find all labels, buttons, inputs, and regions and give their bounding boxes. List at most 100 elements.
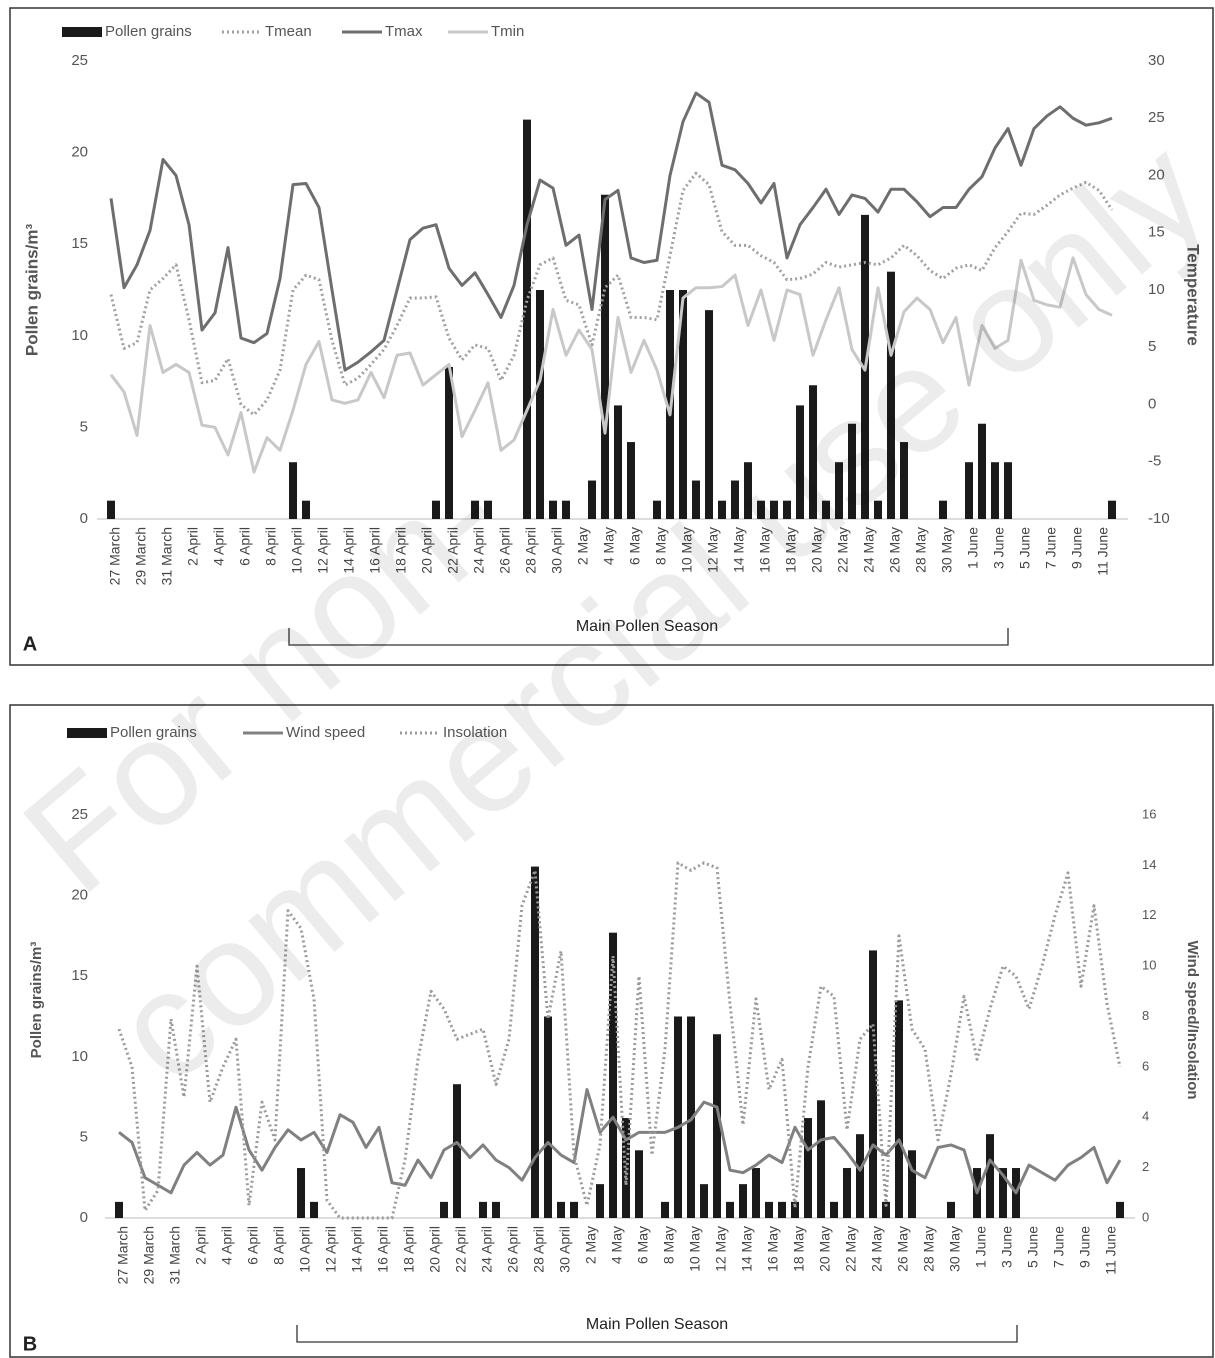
x-tick-label: 22 April <box>453 1226 469 1273</box>
x-tick-label: 2 May <box>575 527 591 565</box>
y-tick-label: 15 <box>71 235 88 252</box>
bar <box>869 950 877 1218</box>
y-tick-label: 20 <box>71 887 88 904</box>
x-tick-label: 22 April <box>445 527 461 574</box>
bar <box>653 500 661 519</box>
legend-label: Insolation <box>443 724 507 741</box>
y-tick-label: 5 <box>80 1128 88 1145</box>
annotation: Main Pollen Season <box>576 618 718 635</box>
x-tick-label: 28 May <box>921 1226 937 1272</box>
x-tick-label: 8 April <box>263 527 279 566</box>
season-bracket <box>296 1325 1018 1343</box>
x-tick-label: 22 May <box>835 527 851 573</box>
x-tick-label: 26 May <box>887 527 903 573</box>
bar <box>817 1100 825 1218</box>
bar <box>115 1201 123 1218</box>
line-series <box>109 171 1114 417</box>
x-tick-label: 12 May <box>705 527 721 573</box>
x-tick-label: 3 June <box>999 1226 1015 1268</box>
annotation: Main Pollen Season <box>586 1316 728 1333</box>
x-tick-label: 31 March <box>159 527 175 585</box>
bar <box>302 500 310 519</box>
bar <box>661 1201 669 1218</box>
x-tick-label: 2 April <box>185 527 201 566</box>
bar <box>570 1201 578 1218</box>
x-tick-label: 28 April <box>523 527 539 574</box>
bar <box>692 480 700 519</box>
bar <box>453 1084 461 1218</box>
bar <box>856 1134 864 1218</box>
x-tick-label: 12 May <box>713 1226 729 1272</box>
bar <box>432 500 440 519</box>
x-tick-label: 7 June <box>1051 1226 1067 1268</box>
bar <box>718 500 726 519</box>
bar <box>796 405 804 519</box>
x-tick-label: 14 April <box>341 527 357 574</box>
bar <box>726 1201 734 1218</box>
bar <box>887 271 895 519</box>
bar <box>739 1184 747 1218</box>
x-tick-label: 30 April <box>557 1226 573 1273</box>
bar <box>848 423 856 519</box>
x-tick-label: 16 May <box>765 1226 781 1272</box>
bar <box>939 500 947 519</box>
x-tick-label: 30 May <box>939 527 955 573</box>
x-tick-label: 16 May <box>757 527 773 573</box>
bar <box>523 119 531 520</box>
bar <box>479 1201 487 1218</box>
line-series <box>109 91 1113 372</box>
y-tick-label: 5 <box>80 418 88 435</box>
bar <box>107 500 115 519</box>
y2-tick-label: 15 <box>1148 224 1165 241</box>
x-tick-label: 11 June <box>1103 1226 1119 1275</box>
x-tick-label: 30 May <box>947 1226 963 1272</box>
y-tick-label: 15 <box>71 967 88 984</box>
x-tick-label: 30 April <box>549 527 565 574</box>
x-tick-label: 28 May <box>913 527 929 573</box>
bar <box>679 290 687 519</box>
legend-swatch <box>67 728 107 738</box>
x-tick-label: 3 June <box>991 527 1007 569</box>
x-tick-label: 9 June <box>1077 1226 1093 1268</box>
panel-frame <box>9 704 1214 1358</box>
x-tick-label: 26 April <box>505 1226 521 1273</box>
bar <box>297 1168 305 1218</box>
legend-label: Wind speed <box>286 724 365 741</box>
bar <box>549 500 557 519</box>
bar <box>765 1201 773 1218</box>
x-tick-label: 12 April <box>315 527 331 574</box>
x-tick-label: 26 May <box>895 1226 911 1272</box>
x-tick-label: 4 April <box>219 1226 235 1265</box>
x-tick-label: 16 April <box>367 527 383 574</box>
y2-tick-label: 16 <box>1142 806 1156 821</box>
bar <box>445 366 453 519</box>
x-tick-label: 10 April <box>289 527 305 574</box>
bar <box>614 405 622 519</box>
x-tick-label: 4 May <box>601 527 617 565</box>
bar <box>713 1034 721 1218</box>
x-tick-label: 20 May <box>817 1226 833 1272</box>
x-tick-label: 5 June <box>1017 527 1033 569</box>
bar <box>835 462 843 519</box>
y-tick-label: 0 <box>80 510 88 527</box>
bar <box>601 194 609 519</box>
x-tick-label: 6 May <box>627 527 643 565</box>
bar <box>536 290 544 519</box>
y-tick-label: 20 <box>71 144 88 161</box>
y2-tick-label: 4 <box>1142 1109 1149 1124</box>
x-tick-label: 2 April <box>193 1226 209 1265</box>
y2-tick-label: 0 <box>1142 1209 1149 1224</box>
legend-label: Tmin <box>491 23 524 40</box>
bar <box>562 500 570 519</box>
x-tick-label: 29 March <box>141 1226 157 1284</box>
x-tick-label: 16 April <box>375 1226 391 1273</box>
x-tick-label: 2 May <box>583 1226 599 1264</box>
bar <box>1116 1201 1124 1218</box>
x-tick-label: 14 April <box>349 1226 365 1273</box>
x-tick-label: 28 April <box>531 1226 547 1273</box>
x-tick-label: 12 April <box>323 1226 339 1273</box>
y2-tick-label: 30 <box>1148 52 1165 69</box>
x-tick-label: 29 March <box>133 527 149 585</box>
y-tick-label: 25 <box>71 52 88 69</box>
y-tick-label: 0 <box>80 1209 88 1226</box>
